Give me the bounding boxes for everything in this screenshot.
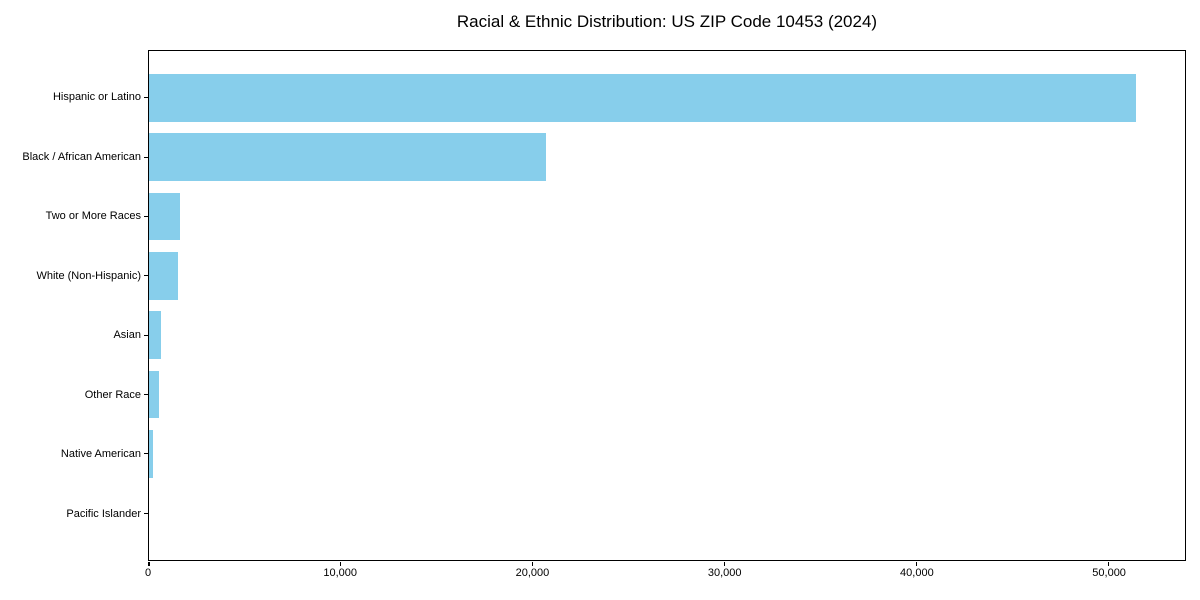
bar-asian — [149, 311, 161, 359]
y-tick — [143, 512, 148, 514]
bar-black-african-american — [149, 133, 547, 181]
y-tick-label-black-african-american: Black / African American — [22, 150, 141, 163]
x-tick — [340, 561, 342, 566]
y-tick-label-pacific-islander: Pacific Islander — [66, 507, 141, 520]
x-tick-label-20-000: 20,000 — [515, 567, 550, 579]
y-tick-label-native-american: Native American — [60, 448, 141, 461]
y-tick-label-asian: Asian — [113, 329, 141, 342]
bar-white-non-hispanic — [149, 252, 178, 300]
x-tick — [532, 561, 534, 566]
x-tick-label-10-000: 10,000 — [323, 567, 358, 579]
y-tick — [143, 275, 148, 277]
x-tick-label-0: 0 — [144, 567, 152, 579]
bar-hispanic-or-latino — [149, 74, 1137, 122]
y-tick — [143, 393, 148, 396]
x-tick-label-30-000: 30,000 — [707, 567, 742, 579]
y-tick — [143, 334, 148, 336]
y-tick-label-other-race: Other Race — [84, 388, 141, 401]
x-tick — [148, 561, 150, 566]
y-tick — [143, 97, 148, 99]
x-tick — [723, 561, 726, 566]
chart-title: Racial & Ethnic Distribution: US ZIP Cod… — [456, 12, 878, 31]
x-axis-labels: 0 10,000 20,000 30,000 40,000 50,000 — [144, 567, 1186, 587]
x-tick — [915, 561, 917, 566]
bar-native-american — [149, 430, 154, 478]
x-tick-label-50-000: 50,000 — [1092, 567, 1126, 579]
y-tick — [143, 215, 148, 218]
bar-two-or-more-races — [149, 192, 180, 241]
y-tick-label-two-or-more-races: Two or More Races — [45, 210, 141, 223]
x-tick — [1107, 561, 1109, 566]
y-tick — [143, 453, 148, 455]
bar-other-race — [149, 370, 159, 419]
y-tick — [143, 156, 148, 158]
y-axis-labels: Hispanic or Latino Black / African Americ… — [0, 50, 141, 561]
y-tick-label-hispanic-or-latino: Hispanic or Latino — [52, 91, 141, 104]
plot-area — [143, 50, 1186, 566]
x-tick-label-40-000: 40,000 — [900, 567, 934, 579]
y-tick-label-white-non-hispanic: White (Non-Hispanic) — [36, 269, 141, 282]
